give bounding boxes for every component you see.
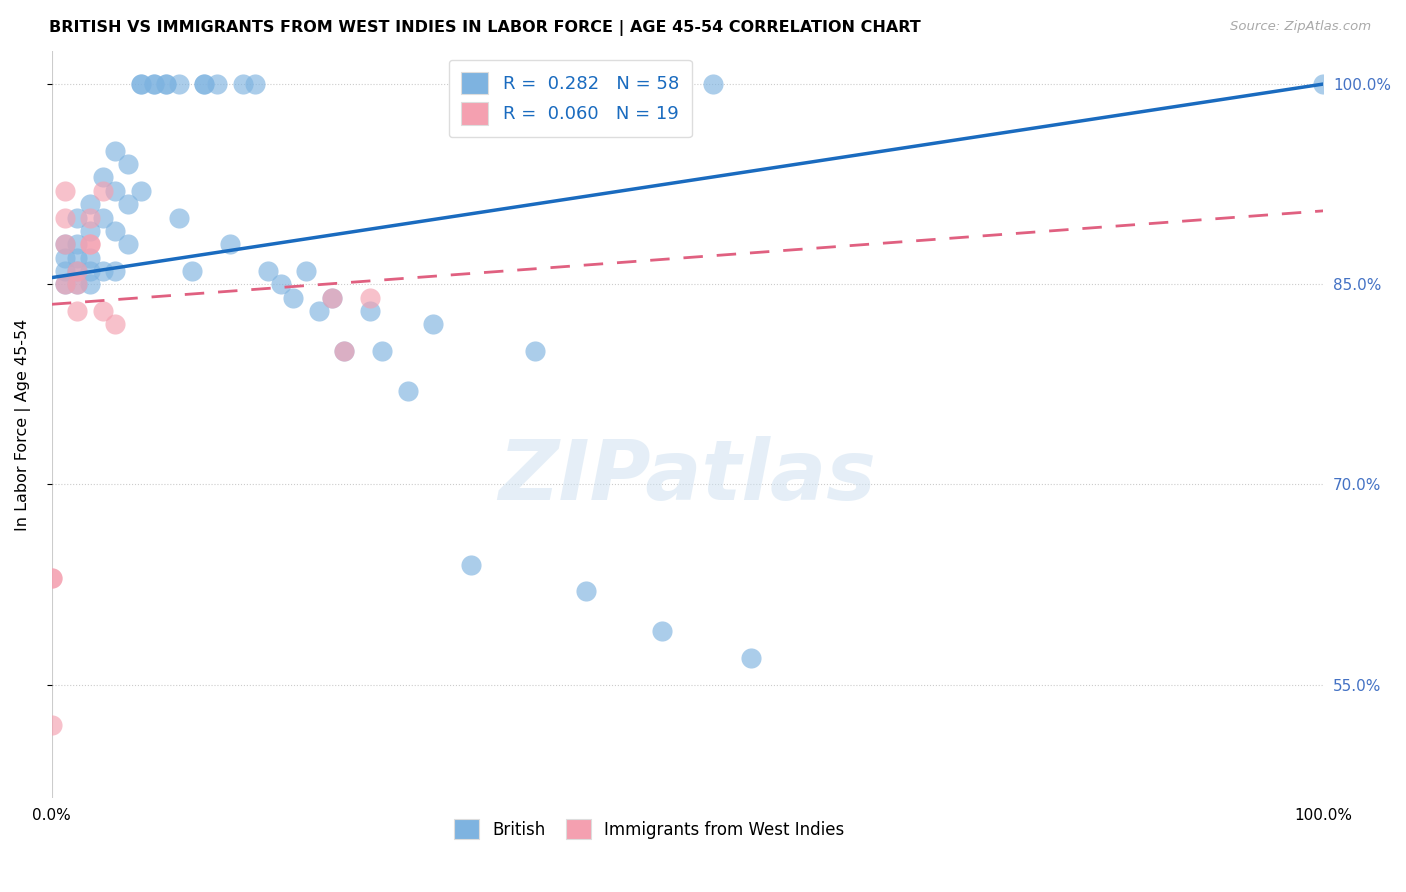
Point	[66, 264, 89, 278]
Point	[117, 237, 139, 252]
Point	[66, 277, 89, 292]
Point	[333, 343, 356, 358]
Point	[142, 77, 165, 91]
Point	[321, 291, 343, 305]
Point	[359, 291, 381, 305]
Point	[66, 277, 89, 292]
Point	[79, 224, 101, 238]
Point	[371, 343, 394, 358]
Point	[129, 184, 152, 198]
Point	[180, 264, 202, 278]
Point	[104, 184, 127, 198]
Point	[104, 318, 127, 332]
Point	[245, 77, 267, 91]
Point	[53, 237, 76, 252]
Y-axis label: In Labor Force | Age 45-54: In Labor Force | Age 45-54	[15, 318, 31, 531]
Text: BRITISH VS IMMIGRANTS FROM WEST INDIES IN LABOR FORCE | AGE 45-54 CORRELATION CH: BRITISH VS IMMIGRANTS FROM WEST INDIES I…	[49, 20, 921, 36]
Point	[104, 224, 127, 238]
Point	[740, 651, 762, 665]
Point	[460, 558, 482, 572]
Point	[117, 197, 139, 211]
Legend: British, Immigrants from West Indies: British, Immigrants from West Indies	[447, 813, 851, 846]
Point	[205, 77, 228, 91]
Point	[333, 343, 356, 358]
Point	[79, 211, 101, 225]
Point	[79, 264, 101, 278]
Point	[257, 264, 280, 278]
Point	[651, 624, 673, 639]
Point	[308, 304, 330, 318]
Point	[702, 77, 724, 91]
Point	[91, 264, 114, 278]
Point	[79, 197, 101, 211]
Point	[167, 77, 190, 91]
Point	[91, 170, 114, 185]
Point	[53, 277, 76, 292]
Point	[91, 184, 114, 198]
Point	[396, 384, 419, 398]
Point	[66, 237, 89, 252]
Point	[167, 211, 190, 225]
Point	[79, 251, 101, 265]
Point	[422, 318, 444, 332]
Point	[321, 291, 343, 305]
Point	[155, 77, 177, 91]
Text: ZIPatlas: ZIPatlas	[499, 436, 876, 517]
Point	[523, 343, 546, 358]
Point	[79, 237, 101, 252]
Point	[104, 264, 127, 278]
Point	[66, 251, 89, 265]
Point	[41, 571, 63, 585]
Point	[66, 264, 89, 278]
Point	[53, 277, 76, 292]
Text: Source: ZipAtlas.com: Source: ZipAtlas.com	[1230, 20, 1371, 33]
Point	[193, 77, 215, 91]
Point	[53, 251, 76, 265]
Point	[53, 264, 76, 278]
Point	[129, 77, 152, 91]
Point	[270, 277, 292, 292]
Point	[66, 304, 89, 318]
Point	[53, 184, 76, 198]
Point	[359, 304, 381, 318]
Point	[218, 237, 240, 252]
Point	[129, 77, 152, 91]
Point	[91, 304, 114, 318]
Point	[66, 211, 89, 225]
Point	[155, 77, 177, 91]
Point	[41, 571, 63, 585]
Point	[1312, 77, 1334, 91]
Point	[193, 77, 215, 91]
Point	[53, 211, 76, 225]
Point	[79, 277, 101, 292]
Point	[295, 264, 318, 278]
Point	[142, 77, 165, 91]
Point	[104, 144, 127, 158]
Point	[53, 237, 76, 252]
Point	[117, 157, 139, 171]
Point	[575, 584, 598, 599]
Point	[91, 211, 114, 225]
Point	[41, 717, 63, 731]
Point	[79, 237, 101, 252]
Point	[283, 291, 305, 305]
Point	[232, 77, 254, 91]
